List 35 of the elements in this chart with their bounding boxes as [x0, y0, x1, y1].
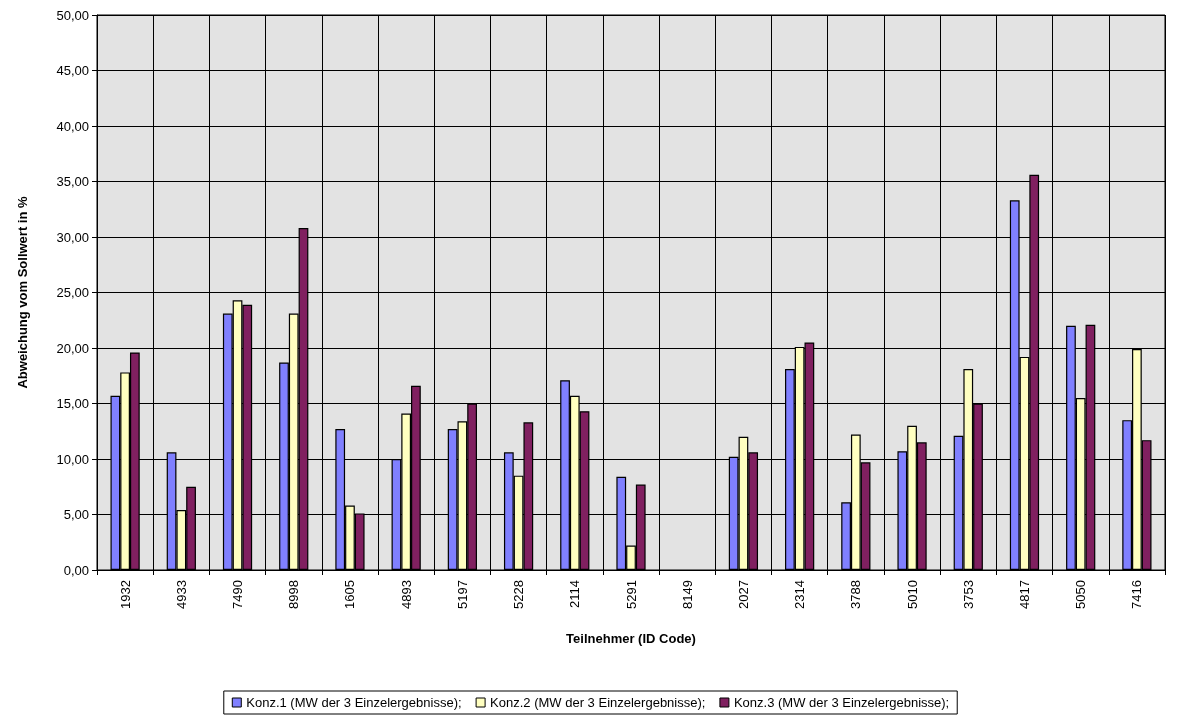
legend-label: Konz.3 (MW der 3 Einzelergebnisse); [733, 695, 950, 710]
x-tick-label: 3788 [848, 580, 864, 609]
x-tick-label: 2314 [792, 580, 808, 609]
x-tick-label: 5197 [454, 580, 470, 609]
y-tick-label: 25,00 [56, 285, 89, 300]
y-tick-label: 20,00 [56, 340, 89, 356]
x-tick-label: 5291 [623, 580, 639, 609]
x-tick-label: 4817 [1016, 580, 1032, 609]
x-tick-label: 5228 [511, 580, 527, 609]
legend-label: Konz.1 (MW der 3 Einzelergebnisse); [246, 695, 462, 710]
y-tick-label: 45,00 [56, 63, 89, 78]
y-tick-label: 50,00 [56, 7, 89, 23]
x-tick-label: 7416 [1129, 580, 1145, 609]
y-tick-label: 0,00 [63, 562, 89, 578]
x-tick-label: 5050 [1073, 580, 1089, 609]
x-tick-label: 8149 [679, 580, 695, 609]
x-tick-label: 2027 [735, 580, 751, 609]
y-tick-label: 35,00 [56, 174, 89, 189]
y-tick-label: 5,00 [63, 507, 89, 522]
x-tick-label: 4893 [398, 580, 414, 609]
x-tick-label: 2114 [567, 580, 583, 608]
x-tick-label: 5010 [904, 580, 920, 609]
x-tick-label: 1605 [342, 580, 358, 609]
x-tick-label: 3753 [960, 580, 976, 609]
x-tick-label: 8998 [286, 580, 302, 609]
x-tick-label: 7490 [230, 580, 246, 609]
x-tick-label: 1932 [117, 580, 133, 609]
y-tick-label: 40,00 [56, 118, 89, 134]
x-tick-label: 4933 [173, 580, 189, 609]
y-tick-label: 15,00 [56, 396, 89, 411]
y-tick-label: 30,00 [56, 229, 89, 245]
legend-label: Konz.2 (MW der 3 Einzelergebnisse); [490, 695, 706, 710]
y-tick-label: 10,00 [56, 451, 89, 467]
x-axis-title: Teilnehmer (ID Code) [566, 631, 696, 646]
y-axis-title: Abweichung vom Sollwert in % [15, 196, 30, 389]
